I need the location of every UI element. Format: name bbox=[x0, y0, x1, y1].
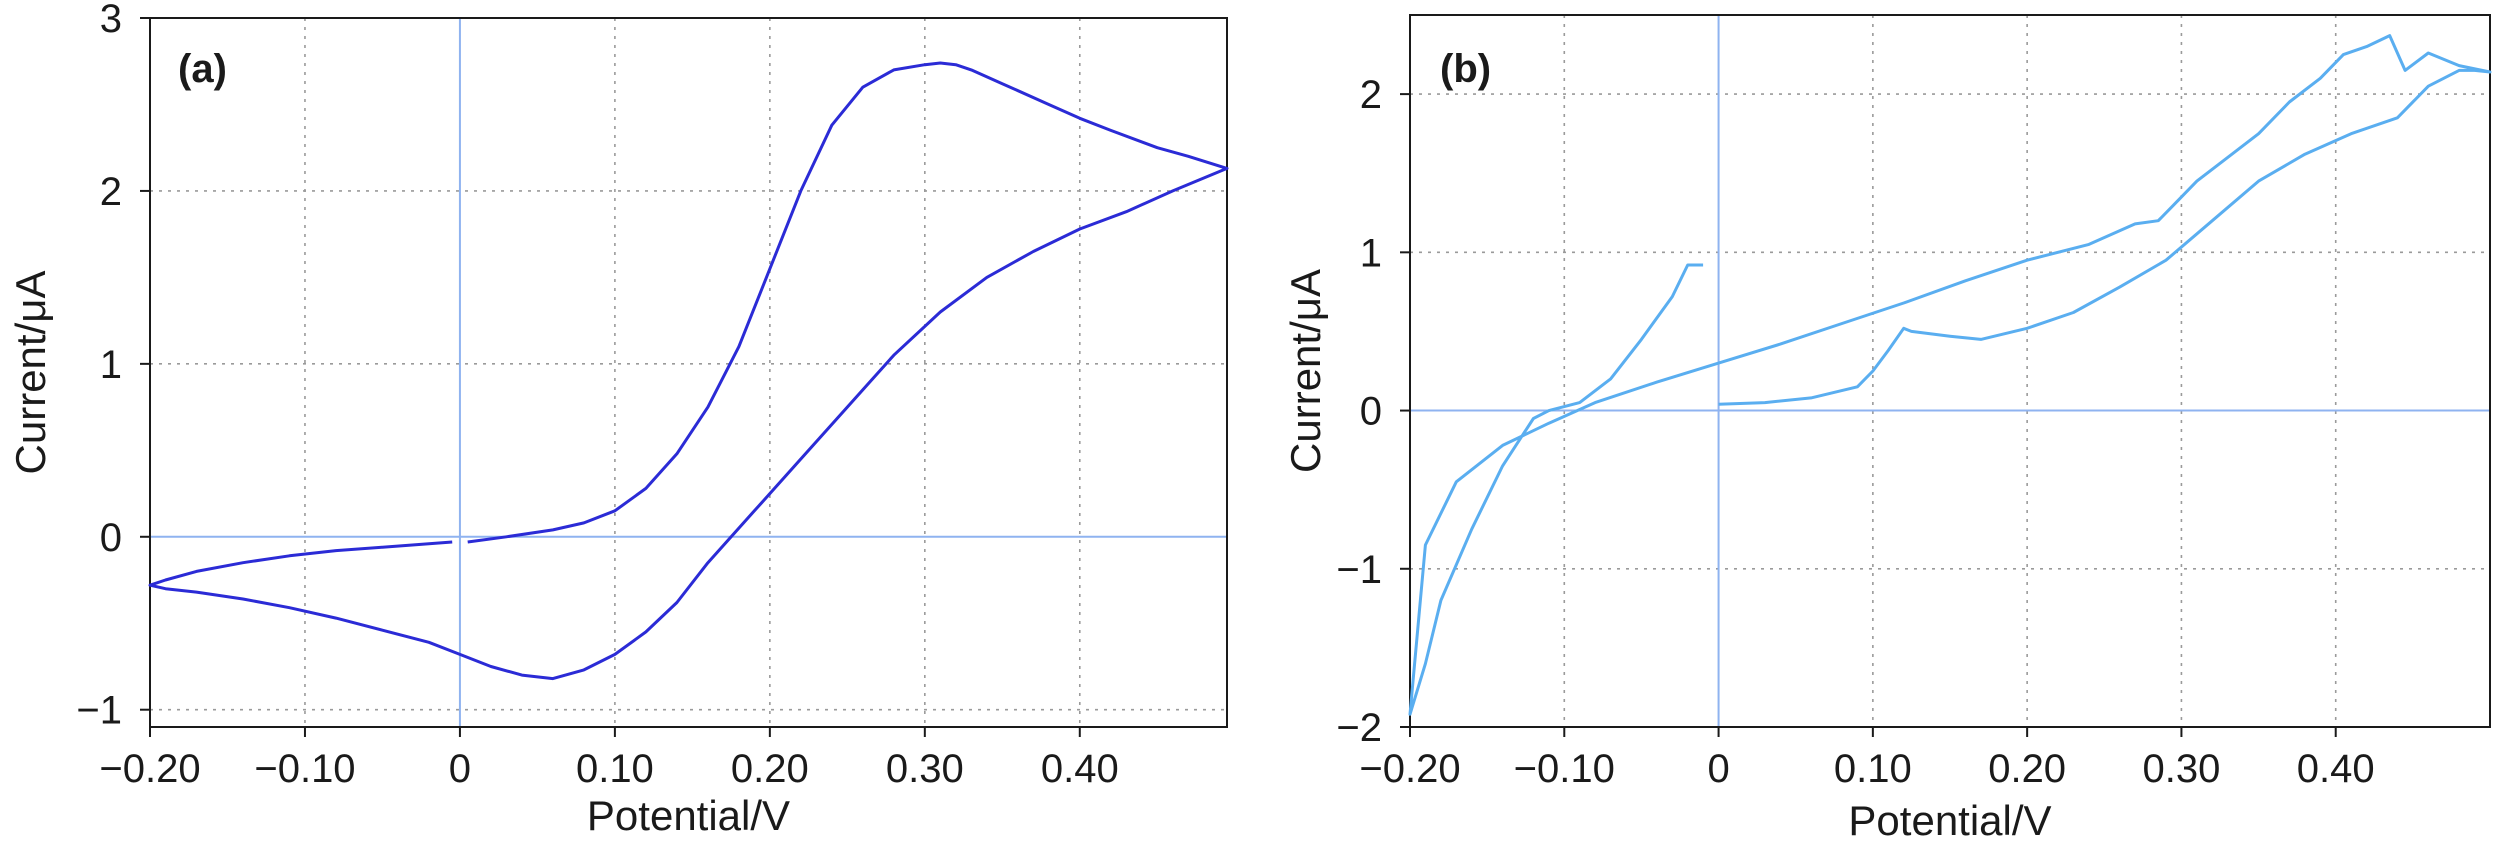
panel-a-x-tick-label: −0.20 bbox=[99, 747, 200, 791]
panel-b-y-tick-label: 2 bbox=[1360, 73, 1382, 117]
panel-a-x-axis-title: Potential/V bbox=[587, 792, 790, 839]
panel-b-x-tick-label: −0.10 bbox=[1514, 747, 1615, 791]
panel-b-x-tick-label: 0 bbox=[1707, 747, 1729, 791]
panel-a-y-tick-label: −1 bbox=[76, 689, 122, 733]
panel-b-cv-curve bbox=[1408, 34, 2492, 716]
panel-b-y-tick-label: 0 bbox=[1360, 390, 1382, 434]
panel-a-y-tick-label: 0 bbox=[100, 516, 122, 560]
panel-a-x-tick-label: 0.10 bbox=[576, 747, 654, 791]
panel-b-y-tick-label: −2 bbox=[1336, 706, 1382, 750]
panel-b-plot-frame bbox=[1409, 14, 2491, 728]
panel-a-chart: −0.20 −0.10 0 0.10 0.20 0.30 0.40 −1 0 1 2 3 Potenti… bbox=[7, 0, 1229, 839]
panel-b-x-tick-label: −0.20 bbox=[1359, 747, 1460, 791]
panel-a-x-tick-label: −0.10 bbox=[254, 747, 355, 791]
panel-b-y-axis-title: Current/μA bbox=[1282, 269, 1329, 473]
panel-b-y-tick-label: −1 bbox=[1336, 548, 1382, 592]
panel-a-cv-curve bbox=[148, 61, 1229, 681]
panel-a-x-tick-label: 0.20 bbox=[731, 747, 809, 791]
panel-a-plot-frame bbox=[149, 17, 1228, 728]
panel-a-y-tick-label: 3 bbox=[100, 0, 122, 41]
panel-b-y-tick-label: 1 bbox=[1360, 231, 1382, 275]
panel-b-x-tick-label: 0.40 bbox=[2297, 747, 2375, 791]
panel-b-x-tick-label: 0.20 bbox=[1988, 747, 2066, 791]
panel-a-y-axis-title: Current/μA bbox=[7, 271, 54, 475]
panel-b-chart: −0.20 −0.10 0 0.10 0.20 0.30 0.40 −2 −1 0 1 2 Potent… bbox=[1282, 14, 2492, 844]
panel-a-label: (a) bbox=[178, 47, 227, 91]
panel-b-label: (b) bbox=[1440, 47, 1491, 91]
panel-a-y-tick-label: 1 bbox=[100, 343, 122, 387]
panel-b-x-tick-label: 0.10 bbox=[1834, 747, 1912, 791]
panel-b-x-tick-label: 0.30 bbox=[2142, 747, 2220, 791]
panel-a-x-tick-label: 0.30 bbox=[886, 747, 964, 791]
panel-a-y-tick-label: 2 bbox=[100, 170, 122, 214]
panel-a-x-tick-label: 0 bbox=[449, 747, 471, 791]
panel-b-x-axis-title: Potential/V bbox=[1848, 797, 2051, 844]
panel-a-x-tick-label: 0.40 bbox=[1041, 747, 1119, 791]
